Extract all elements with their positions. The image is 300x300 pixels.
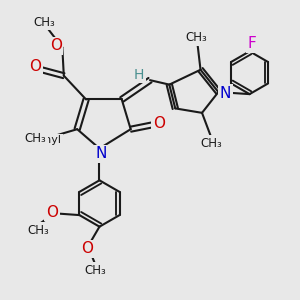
Text: methyl: methyl — [22, 135, 61, 145]
Text: CH₃: CH₃ — [84, 264, 106, 277]
Text: CH₃: CH₃ — [200, 137, 222, 150]
Text: N: N — [95, 146, 106, 161]
Text: O: O — [50, 38, 62, 53]
Text: O: O — [82, 242, 94, 256]
Text: O: O — [30, 59, 42, 74]
Text: CH₃: CH₃ — [27, 224, 49, 237]
Text: CH₃: CH₃ — [185, 32, 207, 44]
Text: H: H — [134, 68, 144, 82]
Text: O: O — [153, 116, 165, 131]
Text: CH₃: CH₃ — [25, 132, 46, 145]
Text: N: N — [220, 86, 231, 101]
Text: F: F — [248, 36, 256, 51]
Text: O: O — [46, 205, 58, 220]
Text: CH₃: CH₃ — [34, 16, 56, 29]
